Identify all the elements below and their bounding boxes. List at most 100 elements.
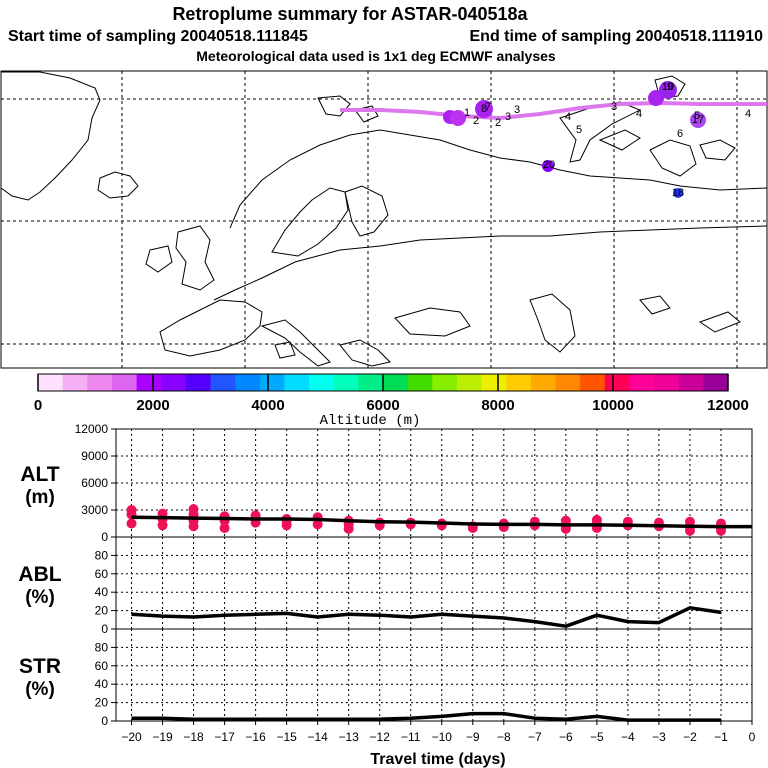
x-tick-label: −17 [214,730,235,744]
colorbar-tick-label: 10000 [592,397,634,414]
y-tick-label: 60 [95,567,109,581]
colorbar-label: Altitude (m) [320,413,421,429]
plume-marker [690,112,706,128]
y-tick-label: 6000 [81,476,108,490]
track-day-label: 2 [473,115,479,127]
x-tick-label: −13 [339,730,360,744]
x-tick-label: −19 [152,730,173,744]
panel-ylabel-unit: (%) [25,587,55,608]
plume-marker [542,160,554,172]
altitude-colorbar: 0 2000 4000 6000 8000 10000 12000 Altitude (m) [34,373,749,429]
x-tick-label: −7 [528,730,542,744]
y-tick-label: 12000 [75,422,109,436]
alt-data-point [188,521,199,532]
colorbar-tick-label: 6000 [366,397,399,414]
track-day-label: 4 [565,111,571,123]
y-tick-label: 80 [95,640,109,654]
colorbar-tick-label: 12000 [707,397,749,414]
colorbar-cell [432,374,458,391]
track-day-label: 5 [576,124,582,136]
map-gridlines [1,71,767,368]
plume-track [340,100,767,121]
track-day-label: 9 [667,81,673,93]
x-tick-label: −9 [466,730,480,744]
alt-data-point [281,520,292,531]
colorbar-cell [333,374,359,391]
colorbar-cell [407,374,433,391]
track-day-label: 17 [692,114,704,126]
track-day-label: 2 [495,117,501,129]
panel-ylabel-name: ABL [18,563,61,586]
colorbar-tick-label: 2000 [136,397,169,414]
x-tick-label: −14 [307,730,328,744]
x-tick-label: −16 [245,730,266,744]
colorbar-cell [259,374,285,391]
y-tick-label: 3000 [81,503,108,517]
colorbar-cell [185,374,211,391]
y-tick-label: 80 [95,548,109,562]
track-day-label: 4 [636,108,642,120]
figure-title: Retroplume summary for ASTAR-040518a [172,4,528,24]
alt-data-point [219,523,230,533]
y-tick-label: 0 [101,714,108,728]
y-tick-label: 0 [101,530,108,544]
panel-ylabel-unit: (%) [25,679,55,700]
alt-data-point [126,518,137,529]
x-tick-label: 0 [749,730,756,744]
colorbar-cell [456,374,483,391]
panel-ylabel-name: STR [19,655,61,678]
x-tick-label: −6 [559,730,573,744]
x-tick-label: −3 [652,730,666,744]
colorbar-cell [136,374,162,391]
series-line-alt [131,515,752,529]
colorbar-cell [481,374,507,391]
colorbar-cell [555,374,581,391]
x-tick-label: −1 [714,730,728,744]
plume-track-line [340,100,767,121]
colorbar-cell [654,374,680,391]
x-tick-label: −18 [183,730,204,744]
x-tick-label: −4 [621,730,635,744]
colorbar-tick-label: 0 [34,397,42,414]
alt-data-point [312,519,323,530]
series-line-str [131,711,721,722]
plume-marker [450,110,466,126]
colorbar-cell [38,374,64,391]
coastlines [0,71,768,367]
track-day-label: 7 [485,101,491,113]
x-tick-label: −12 [370,730,391,744]
y-tick-label: 20 [95,604,109,618]
alt-data-point [157,520,168,531]
y-tick-label: 0 [101,622,108,636]
plume-marker [475,100,493,118]
colorbar-cell [604,374,630,391]
colorbar-tick-label: 4000 [251,397,284,414]
track-day-label: 3 [514,104,520,116]
colorbar-cell [580,374,606,391]
x-tick-label: −8 [497,730,511,744]
track-day-label: 10 [662,81,674,93]
colorbar-cell [678,374,704,391]
colorbar-cell [284,374,310,391]
alt-data-point [343,523,354,534]
x-tick-label: −20 [121,730,142,744]
alt-data-point [684,525,695,536]
colorbar-cell [383,374,409,391]
start-time-label: Start time of sampling 20040518.111845 [8,28,308,45]
colorbar-cell [703,374,729,391]
colorbar-cell [62,374,88,391]
plume-marker [673,188,683,198]
track-day-label: 20 [543,159,555,171]
y-tick-label: 40 [95,677,109,691]
track-day-label: 8 [481,103,487,115]
track-day-label: 3 [611,101,617,113]
x-tick-label: −5 [590,730,604,744]
colorbar-cell [629,374,655,391]
colorbar-cell [87,374,113,391]
plume-markers [443,81,706,198]
colorbar-cell [506,374,532,391]
colorbar-cell [111,374,138,391]
